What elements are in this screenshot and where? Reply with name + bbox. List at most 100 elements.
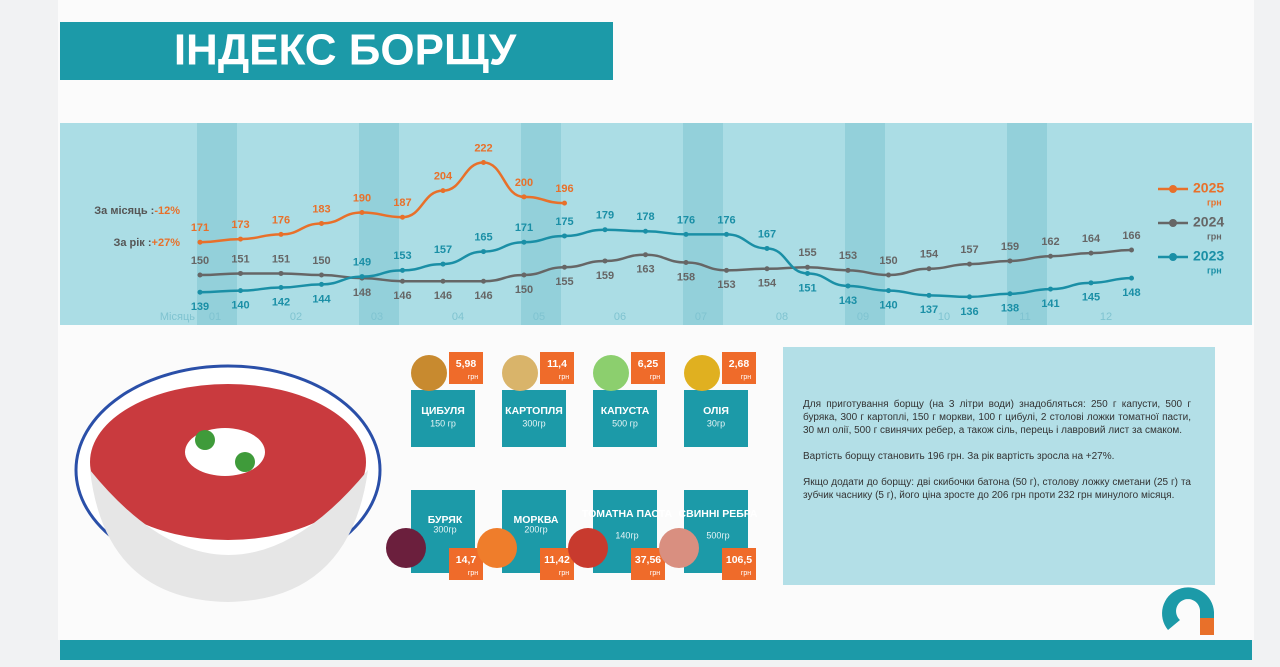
- ingredient-name: ТОМАТНА ПАСТА: [582, 508, 673, 520]
- point: [926, 292, 932, 298]
- point: [197, 272, 203, 278]
- data-label: 157: [960, 244, 978, 256]
- point: [359, 274, 365, 280]
- price-unit: грн: [650, 374, 660, 381]
- data-label: 151: [231, 253, 249, 265]
- point: [319, 220, 324, 226]
- point: [481, 249, 486, 255]
- price-unit: грн: [559, 374, 569, 381]
- point: [1048, 253, 1053, 259]
- x-tick-label: 08: [776, 311, 788, 323]
- point: [238, 236, 243, 242]
- point: [805, 270, 810, 276]
- point: [400, 278, 405, 284]
- ingredient-name: БУРЯК: [428, 514, 463, 526]
- ingredient-name: МОРКВА: [514, 514, 559, 526]
- price-unit: грн: [741, 570, 751, 577]
- data-label: 190: [353, 192, 371, 204]
- point: [845, 283, 851, 289]
- data-label: 171: [191, 222, 209, 234]
- card: [411, 390, 475, 447]
- data-label: 140: [231, 300, 249, 312]
- point: [1129, 275, 1134, 281]
- data-label: 145: [1082, 292, 1100, 304]
- point: [400, 214, 405, 220]
- point: [602, 258, 608, 264]
- bowl: [74, 364, 382, 602]
- x-tick-label: 06: [614, 311, 626, 323]
- price-unit: грн: [741, 374, 751, 381]
- ingredient-icon: [568, 528, 608, 568]
- data-label: 162: [1041, 236, 1059, 248]
- data-label: 141: [1041, 298, 1059, 310]
- ingredient-icon: [684, 355, 720, 391]
- data-label: 157: [434, 244, 452, 256]
- point: [764, 245, 770, 251]
- price: 11,4: [547, 358, 567, 370]
- data-label: 153: [839, 250, 857, 262]
- series-line: [199, 248, 1132, 283]
- price-box: [449, 352, 483, 384]
- x-tick-label: 10: [938, 311, 950, 323]
- text-panel: [783, 347, 1215, 585]
- ingredient-icon: [502, 355, 538, 391]
- point: [319, 272, 324, 278]
- point: [278, 285, 284, 290]
- ingredient-icon: [593, 355, 629, 391]
- point: [400, 267, 405, 273]
- annotation-label: За рік :: [113, 237, 151, 249]
- ingredient-name: КАРТОПЛЯ: [505, 405, 563, 417]
- price-box: [449, 548, 483, 580]
- legend-dot: [1169, 185, 1177, 193]
- point: [481, 278, 486, 284]
- point: [278, 270, 284, 276]
- ingredient-weight: 300гр: [433, 524, 456, 534]
- data-label: 150: [191, 255, 209, 267]
- data-label: 176: [677, 214, 695, 226]
- data-label: 175: [555, 216, 573, 228]
- price: 11,42: [544, 554, 570, 566]
- point: [319, 281, 324, 287]
- data-label: 139: [191, 301, 209, 313]
- legend-unit: грн: [1207, 231, 1222, 241]
- ingredient-icon: [386, 528, 426, 568]
- price: 37,56: [635, 554, 661, 566]
- data-label: 149: [353, 256, 371, 268]
- data-label: 178: [636, 211, 654, 223]
- point: [1088, 250, 1094, 256]
- legend-label: 2025: [1193, 180, 1224, 196]
- ingredient-weight: 500 гр: [612, 418, 638, 428]
- x-tick-label: 03: [371, 311, 383, 323]
- legend-unit: грн: [1207, 265, 1222, 275]
- legend-dot: [1169, 219, 1177, 227]
- x-axis-label: Місяць: [160, 311, 195, 323]
- data-label: 155: [798, 247, 816, 259]
- point: [1088, 280, 1094, 286]
- data-label: 151: [272, 253, 290, 265]
- data-label: 163: [636, 264, 654, 276]
- data-label: 155: [555, 276, 573, 288]
- footer-bar: [60, 640, 1252, 660]
- month-band: [845, 123, 885, 325]
- card: [502, 390, 566, 447]
- data-label: 146: [474, 290, 492, 302]
- point: [967, 261, 972, 267]
- data-label: 171: [515, 222, 533, 234]
- ingredient-weight: 500гр: [706, 530, 729, 540]
- annotation-label: За місяць :: [94, 205, 154, 217]
- x-tick-label: 12: [1100, 311, 1112, 323]
- x-tick-label: 07: [695, 311, 707, 323]
- point: [724, 267, 729, 273]
- point: [845, 267, 851, 273]
- data-label: 150: [879, 255, 897, 267]
- price-box: [722, 548, 756, 580]
- point: [643, 228, 648, 234]
- data-label: 148: [353, 287, 371, 299]
- data-label: 173: [231, 219, 249, 231]
- price-unit: грн: [650, 570, 660, 577]
- price-box: [722, 352, 756, 384]
- x-tick-label: 02: [290, 311, 302, 323]
- point: [1007, 258, 1013, 264]
- data-label: 144: [312, 293, 331, 305]
